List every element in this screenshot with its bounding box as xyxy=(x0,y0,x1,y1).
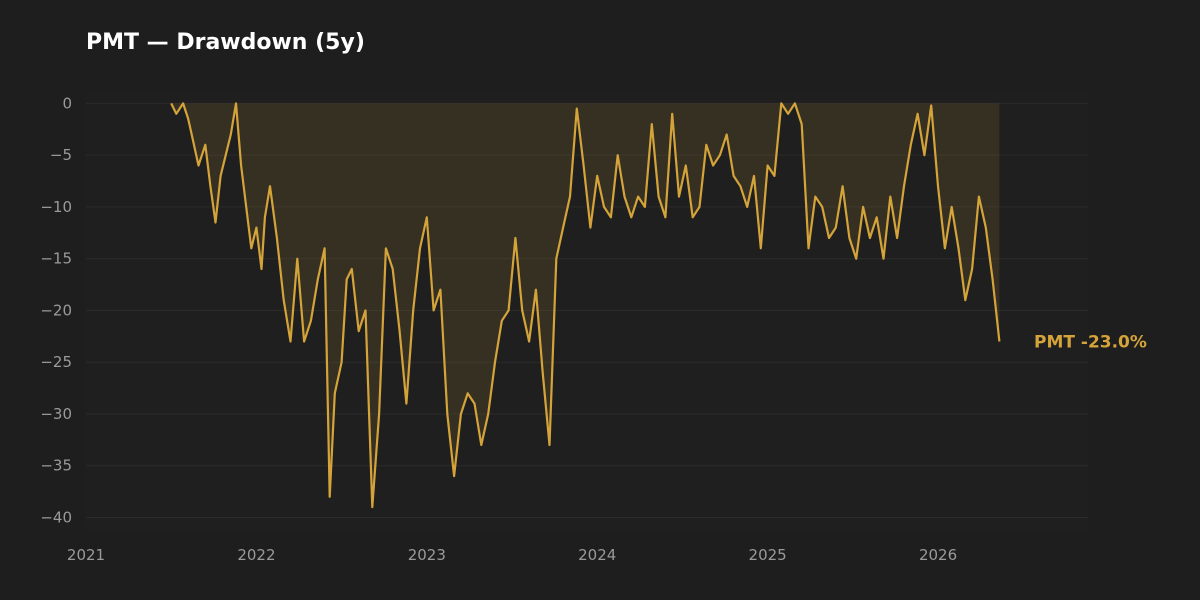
x-tick-label: 2024 xyxy=(578,546,616,564)
y-tick-label: 0 xyxy=(62,94,72,112)
y-tick-label: −15 xyxy=(40,250,72,268)
series-area-pmt xyxy=(171,103,1000,508)
y-tick-label: −25 xyxy=(40,353,72,371)
x-tick-label: 2023 xyxy=(408,546,446,564)
y-tick-label: −20 xyxy=(40,301,72,319)
series-line-pmt xyxy=(170,102,1001,509)
series-end-label: PMT -23.0% xyxy=(1034,333,1147,353)
x-tick-label: 2025 xyxy=(749,546,787,564)
x-tick-label: 2021 xyxy=(67,546,105,564)
y-tick-label: −30 xyxy=(40,405,72,423)
chart-title: PMT — Drawdown (5y) xyxy=(86,30,365,55)
y-tick-label: −35 xyxy=(40,457,72,475)
x-tick-label: 2022 xyxy=(237,546,275,564)
plot-area xyxy=(86,91,1088,533)
x-tick-label: 2026 xyxy=(919,546,957,564)
y-tick-label: −5 xyxy=(50,146,72,164)
y-tick-label: −40 xyxy=(40,508,72,526)
y-tick-label: −10 xyxy=(40,198,72,216)
